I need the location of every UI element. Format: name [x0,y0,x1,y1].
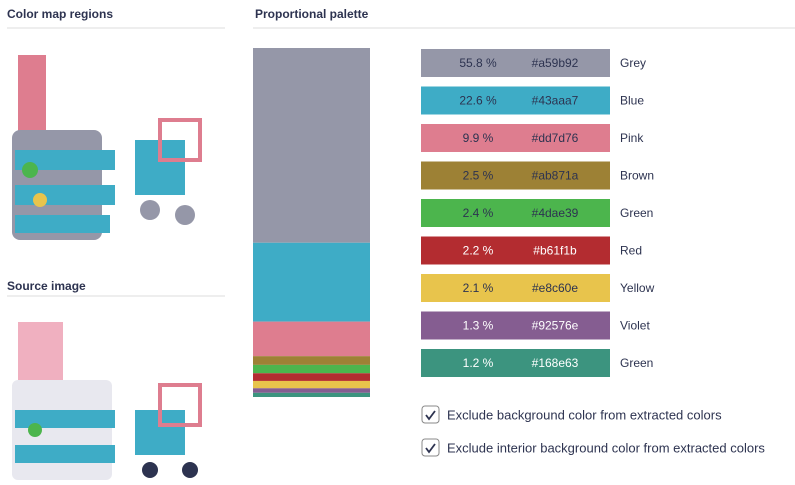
palette-segment [253,388,370,393]
hex-label: #e8c60e [532,281,578,295]
percent-label: 2.5 % [463,169,494,183]
percent-label: 2.2 % [463,244,494,258]
palette-segment [253,48,370,243]
percent-label: 22.6 % [459,94,497,108]
color-name: Grey [620,56,646,70]
hex-label: #168e63 [532,356,579,370]
color-name: Yellow [620,281,655,295]
option-label[interactable]: Exclude background color from extracted … [447,407,722,422]
section-title: Proportional palette [255,7,369,21]
percent-label: 2.4 % [463,206,494,220]
percent-label: 1.2 % [463,356,494,370]
checkbox[interactable] [421,405,440,424]
color-name: Red [620,244,642,258]
checkbox[interactable] [421,438,440,457]
palette-segment [253,356,370,365]
percent-label: 9.9 % [463,131,494,145]
hex-label: #43aaa7 [532,94,579,108]
color-swatch [421,274,610,302]
section-title: Color map regions [7,7,113,21]
checkmark [425,443,436,454]
option-label[interactable]: Exclude interior background color from e… [447,440,765,455]
hex-label: #dd7d76 [532,131,579,145]
hex-label: #ab871a [532,169,579,183]
hex-label: #b61f1b [533,244,577,258]
hex-label: #a59b92 [532,56,579,70]
section-title: Source image [7,279,86,293]
color-map-image [12,55,202,240]
color-name: Brown [620,169,654,183]
color-name: Pink [620,131,644,145]
color-swatch [421,161,610,190]
source-image [12,322,202,480]
palette-segment [253,242,370,322]
palette-list: 55.8 % #a59b92 Grey 22.6 % #43aaa7 Blue 9.9 % #… [421,49,655,377]
color-swatch [421,236,610,265]
color-swatch [421,199,610,227]
color-name: Blue [620,94,644,108]
percent-label: 2.1 % [463,281,494,295]
checkmark [425,410,436,421]
color-swatch [421,124,610,152]
color-swatch [421,86,610,115]
color-swatch [421,311,610,340]
color-name: Violet [620,319,650,333]
palette-segment [253,380,370,389]
proportional-bar [253,48,370,397]
color-name: Green [620,206,653,220]
palette-segment [253,364,370,374]
palette-segment [253,392,370,397]
options: Exclude background color from extracted … [421,405,765,457]
percent-label: 1.3 % [463,319,494,333]
hex-label: #92576e [532,319,579,333]
color-swatch [421,349,610,377]
hex-label: #4dae39 [532,206,579,220]
palette-segment [253,373,370,381]
color-swatch [421,49,610,77]
palette-segment [253,321,370,357]
percent-label: 55.8 % [459,56,497,70]
color-name: Green [620,356,653,370]
